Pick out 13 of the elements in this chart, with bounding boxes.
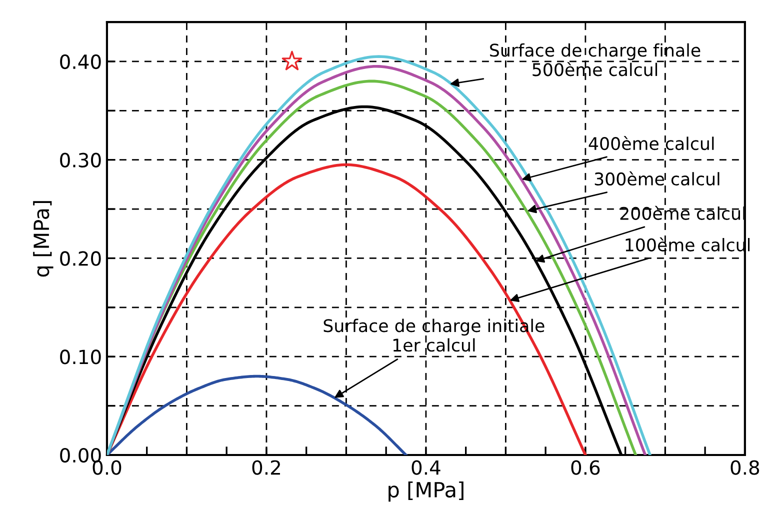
y-axis-title: q [MPa] [33, 201, 54, 277]
annotation: Surface de charge finale 500ème calcul [490, 43, 700, 76]
x-tick-label: 0.2 [252, 460, 280, 475]
annotation: 300ème calcul [594, 171, 720, 186]
x-tick-label: 0.4 [412, 460, 440, 475]
y-tick-label: 0.20 [60, 251, 101, 266]
y-tick-label: 0.30 [60, 152, 101, 168]
y-tick-label: 0.10 [60, 350, 101, 364]
y-tick-label: 0.40 [60, 54, 101, 70]
x-tick-label: 0.6 [571, 460, 600, 475]
annotation: 400ème calcul [588, 136, 714, 150]
x-axis-title: p [MPa] [388, 481, 464, 502]
x-tick-label: 0.8 [730, 460, 760, 475]
